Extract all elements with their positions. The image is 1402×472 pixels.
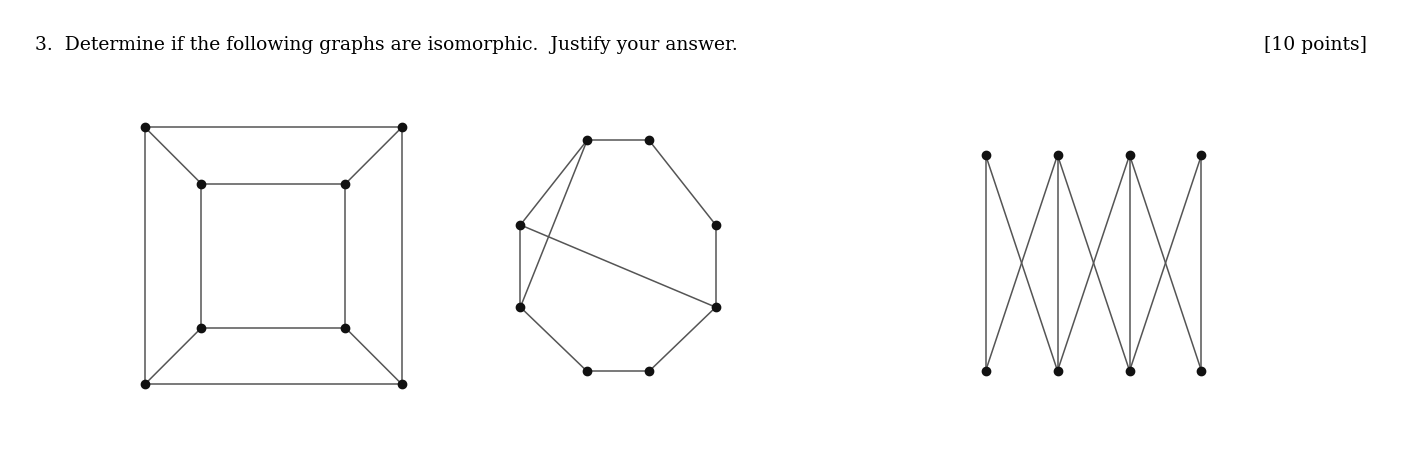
Text: [10 points]: [10 points] [1265, 36, 1367, 54]
Text: 3.  Determine if the following graphs are isomorphic.  Justify your answer.: 3. Determine if the following graphs are… [35, 36, 737, 54]
